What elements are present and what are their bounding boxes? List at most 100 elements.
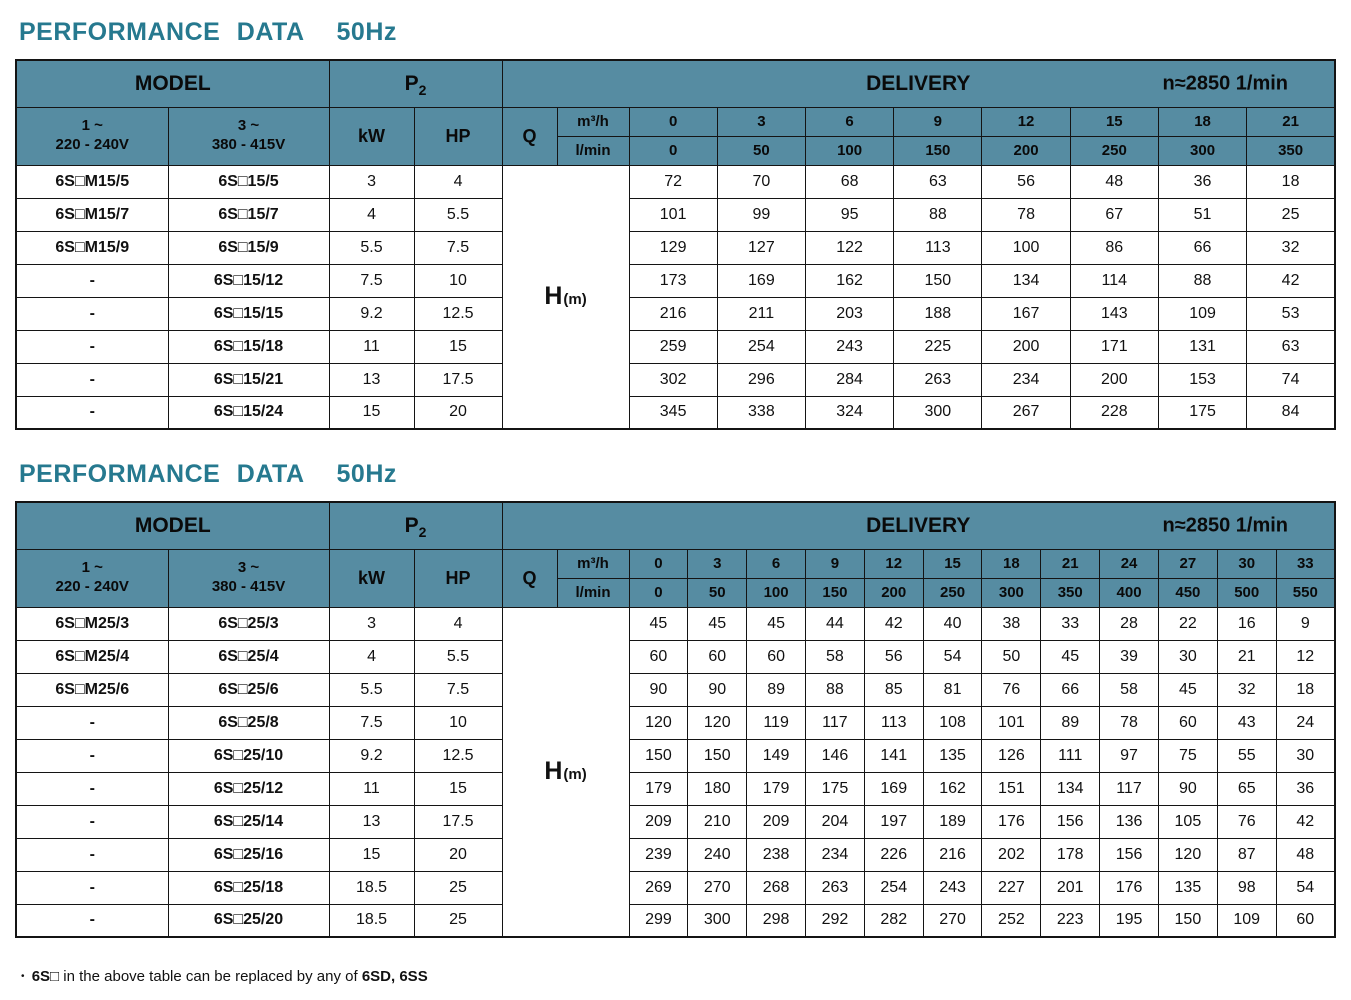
head-value-cell: 30 — [1157, 639, 1218, 674]
head-value-cell: 120 — [687, 705, 748, 740]
hp-value-cell: 5.5 — [413, 639, 503, 674]
head-value-cell: 216 — [922, 837, 983, 872]
head-value-cell: 54 — [922, 639, 983, 674]
head-value-cell: 162 — [922, 771, 983, 806]
head-value-cell: 36 — [1157, 164, 1248, 199]
kw-value-cell: 18.5 — [328, 870, 415, 905]
single-phase-header-line1: 1 ~ — [81, 559, 103, 577]
head-value-cell: 117 — [805, 705, 865, 740]
hp-value-cell: 4 — [413, 164, 503, 199]
model-column-header: MODEL — [15, 501, 330, 550]
head-value-cell: 67 — [1069, 197, 1159, 232]
head-value-cell: 90 — [1157, 771, 1218, 806]
flow-lmin-value: 150 — [893, 135, 983, 166]
head-value-cell: 97 — [1099, 738, 1159, 773]
rotation-speed-label: n≈2850 1/min — [1162, 72, 1288, 95]
section-6s25-series: PERFORMANCE DATA 50Hz MODEL P2 DELIVERY n≈28… — [15, 460, 1336, 938]
head-value-cell: 150 — [893, 263, 983, 298]
model-1phase-cell: - — [15, 296, 169, 331]
head-value-cell: 74 — [1246, 362, 1336, 397]
p2-column-header: P2 — [328, 59, 503, 108]
kw-value-cell: 13 — [328, 362, 415, 397]
head-value-cell: 135 — [922, 738, 983, 773]
head-value-cell: 56 — [863, 639, 924, 674]
head-value-cell: 300 — [687, 903, 748, 938]
p2-label: P — [404, 513, 419, 537]
head-value-cell: 18 — [1275, 672, 1336, 707]
head-value-cell: 105 — [1157, 804, 1218, 839]
model-1phase-cell: - — [15, 771, 169, 806]
head-value-cell: 176 — [1099, 870, 1159, 905]
model-3phase-cell: 6S□25/16 — [167, 837, 330, 872]
head-value-cell: 86 — [1069, 230, 1159, 265]
head-value-cell: 42 — [863, 606, 924, 641]
model-3phase-cell: 6S□15/21 — [167, 362, 330, 397]
flow-q-header: Q — [501, 548, 558, 608]
head-value-cell: 43 — [1216, 705, 1277, 740]
flow-lmin-value: 350 — [1246, 135, 1336, 166]
head-value-cell: 135 — [1157, 870, 1218, 905]
head-value-cell: 240 — [687, 837, 748, 872]
p2-column-header: P2 — [328, 501, 503, 550]
model-1phase-cell: - — [15, 329, 169, 364]
hp-value-cell: 15 — [413, 771, 503, 806]
head-value-cell: 175 — [805, 771, 865, 806]
three-phase-header-line2: 380 - 415V — [211, 136, 286, 153]
flow-lmin-value: 500 — [1216, 577, 1277, 608]
model-3phase-cell: 6S□25/8 — [167, 705, 330, 740]
kw-value-cell: 13 — [328, 804, 415, 839]
kw-column-header: kW — [328, 548, 415, 608]
model-3phase-cell: 6S□25/6 — [167, 672, 330, 707]
head-value-cell: 171 — [1069, 329, 1159, 364]
flow-lmin-value: 150 — [805, 577, 865, 608]
head-value-cell: 126 — [981, 738, 1042, 773]
head-value-cell: 87 — [1216, 837, 1277, 872]
head-value-cell: 100 — [981, 230, 1071, 265]
kw-value-cell: 7.5 — [328, 705, 415, 740]
head-value-cell: 298 — [746, 903, 806, 938]
head-value-cell: 88 — [805, 672, 865, 707]
flow-m3h-value: 3 — [716, 106, 806, 137]
head-value-cell: 12 — [1275, 639, 1336, 674]
head-value-cell: 95 — [804, 197, 895, 232]
head-value-cell: 167 — [981, 296, 1071, 331]
head-value-cell: 119 — [746, 705, 806, 740]
head-value-cell: 109 — [1216, 903, 1277, 938]
head-value-cell: 16 — [1216, 606, 1277, 641]
pump-model-row: -6S□15/12 7.5 10 173 169 162 150 134 114 88 42 — [15, 263, 1336, 298]
kw-value-cell: 11 — [328, 329, 415, 364]
head-value-cell: 113 — [863, 705, 924, 740]
head-value-cell: 70 — [716, 164, 806, 199]
head-value-cell: 101 — [981, 705, 1042, 740]
delivery-label: DELIVERY — [866, 71, 971, 95]
head-value-cell: 54 — [1275, 870, 1336, 905]
head-value-cell: 78 — [1099, 705, 1159, 740]
kw-column-header: kW — [328, 106, 415, 166]
head-value-cell: 66 — [1157, 230, 1248, 265]
pump-model-row: -6S□25/10 9.2 12.5 150 150 149 146 141 135 126 111… — [15, 738, 1336, 773]
head-value-cell: 143 — [1069, 296, 1159, 331]
head-value-cell: 243 — [804, 329, 895, 364]
head-value-cell: 81 — [922, 672, 983, 707]
model-1phase-cell: - — [15, 263, 169, 298]
flow-m3h-value: 24 — [1099, 548, 1159, 579]
head-value-cell: 113 — [893, 230, 983, 265]
head-value-cell: 45 — [1157, 672, 1218, 707]
hp-value-cell: 17.5 — [413, 804, 503, 839]
head-value-cell: 209 — [746, 804, 806, 839]
head-value-cell: 338 — [716, 395, 806, 430]
head-value-cell: 302 — [628, 362, 718, 397]
flow-lmin-value: 550 — [1275, 577, 1336, 608]
rotation-speed-label: n≈2850 1/min — [1162, 514, 1288, 537]
head-value-cell: 38 — [981, 606, 1042, 641]
head-value-cell: 169 — [863, 771, 924, 806]
head-value-cell: 203 — [804, 296, 895, 331]
head-value-cell: 53 — [1246, 296, 1336, 331]
head-value-cell: 282 — [863, 903, 924, 938]
pump-model-row: -6S□25/18 18.5 25 269 270 268 263 254 243 227 201 1… — [15, 870, 1336, 905]
head-value-cell: 299 — [628, 903, 689, 938]
head-value-cell: 45 — [746, 606, 806, 641]
head-value-cell: 58 — [1099, 672, 1159, 707]
flow-m3h-value: 9 — [893, 106, 983, 137]
hp-column-header: HP — [413, 106, 503, 166]
